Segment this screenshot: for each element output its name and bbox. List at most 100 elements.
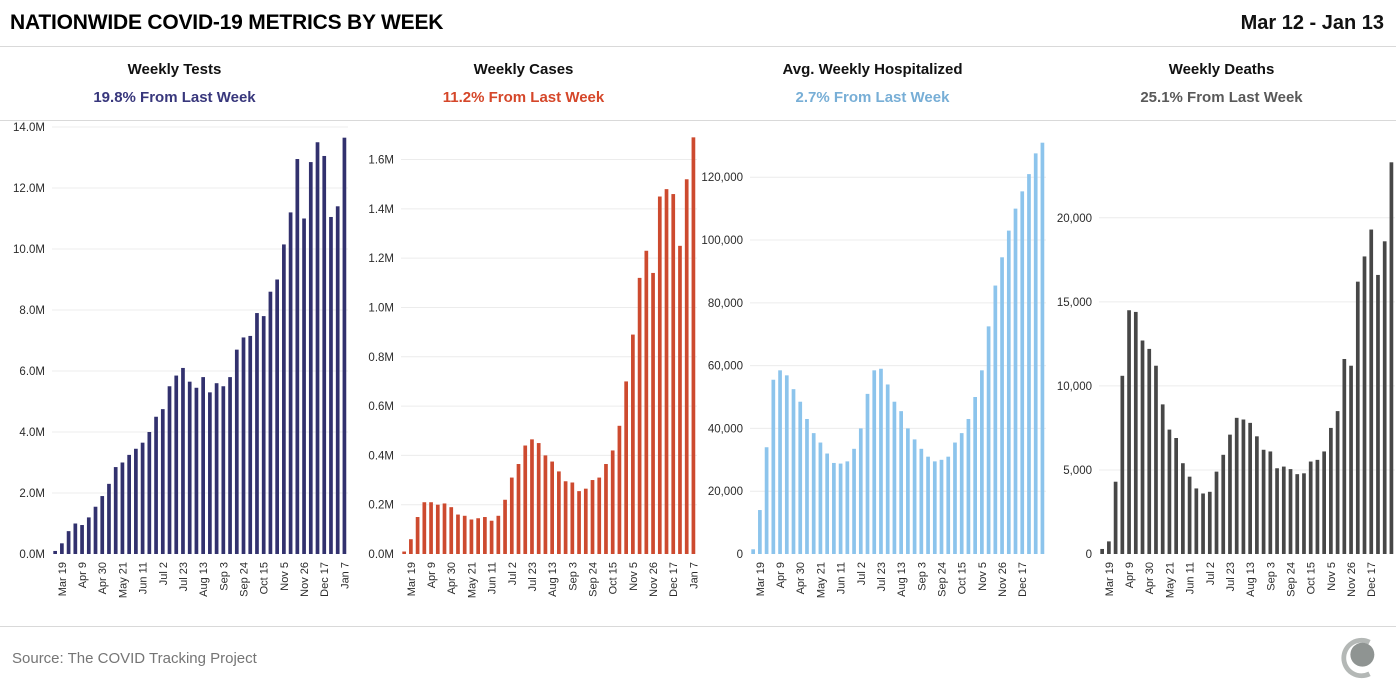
- y-axis-tick-label: 0.6M: [368, 401, 394, 413]
- bar-mar-12: [751, 549, 755, 554]
- bar-jul-16: [1221, 454, 1226, 554]
- bar-dec-3: [308, 162, 313, 554]
- bar-jun-18: [496, 515, 501, 554]
- x-axis-tick-label: Jul 2: [1205, 562, 1217, 585]
- bar-nov-12: [288, 212, 293, 554]
- source-credit: Source: The COVID Tracking Project: [12, 649, 257, 667]
- bar-oct-15: [1308, 461, 1313, 554]
- bar-jul-2: [858, 428, 863, 554]
- bar-aug-13: [550, 461, 554, 554]
- x-axis-tick-label: Apr 30: [795, 562, 807, 594]
- x-axis-tick-label: Nov 26: [1346, 562, 1358, 597]
- x-axis-tick-label: May 21: [117, 562, 129, 598]
- x-axis-tick-label: Aug 13: [198, 562, 210, 597]
- bar-oct-22: [1315, 459, 1320, 554]
- bar-jun-25: [503, 499, 507, 554]
- x-axis-tick-label: Sep 24: [239, 562, 251, 597]
- bar-apr-16: [435, 504, 440, 554]
- bar-oct-22: [268, 291, 273, 554]
- bar-mar-26: [415, 517, 420, 554]
- bar-dec-17: [671, 194, 676, 554]
- chart-header-weekly-cases: Weekly Cases 11.2% From Last Week: [349, 47, 698, 120]
- x-axis-tick-label: Nov 5: [279, 562, 291, 591]
- bar-mar-26: [764, 447, 769, 554]
- bar-aug-6: [1241, 419, 1246, 554]
- bar-jun-18: [1194, 488, 1199, 554]
- covid-tracking-project-logo: [1341, 637, 1375, 679]
- x-axis-tick-label: Nov 26: [997, 562, 1009, 597]
- bar-dec-3: [1006, 230, 1011, 555]
- bar-dec-17: [322, 155, 327, 554]
- x-axis-tick-label: Apr 9: [1124, 562, 1136, 588]
- x-axis-tick-label: Jul 2: [507, 562, 519, 585]
- bar-dec-17: [1369, 229, 1374, 555]
- y-axis-tick-label: 100,000: [701, 235, 743, 247]
- chart-title: Weekly Cases: [473, 61, 574, 78]
- bar-oct-1: [1295, 474, 1300, 554]
- x-axis-tick-label: Jun 11: [138, 562, 150, 594]
- bar-nov-26: [302, 218, 306, 554]
- bar-nov-19: [1342, 358, 1347, 554]
- bar-may-14: [811, 433, 816, 554]
- chart-header-avg-weekly-hospitalized: Avg. Weekly Hospitalized 2.7% From Last W…: [698, 47, 1047, 120]
- bar-apr-16: [784, 375, 789, 554]
- bar-aug-27: [214, 383, 219, 554]
- x-axis-tick-label: Jul 2: [856, 562, 868, 585]
- bar-oct-29: [624, 381, 628, 554]
- bar-sep-24: [590, 480, 595, 554]
- bar-dec-3: [1355, 281, 1360, 554]
- x-axis-tick-label: Sep 3: [567, 562, 579, 591]
- bar-jun-4: [832, 462, 836, 554]
- bar-jul-23: [879, 368, 883, 554]
- bar-oct-22: [966, 418, 971, 554]
- bar-apr-16: [86, 517, 91, 554]
- bar-sep-3: [570, 482, 575, 554]
- bar-sep-10: [1275, 468, 1279, 554]
- x-axis-tick-label: Nov 5: [977, 562, 989, 591]
- bar-sep-10: [228, 377, 232, 554]
- bar-may-7: [805, 418, 809, 554]
- bar-may-14: [113, 467, 118, 554]
- bar-sep-3: [919, 448, 924, 554]
- bar-mar-12: [53, 550, 57, 554]
- bar-jun-4: [1181, 463, 1185, 554]
- footer-bar: Source: The COVID Tracking Project: [0, 626, 1396, 689]
- y-axis-tick-label: 20,000: [1057, 213, 1092, 225]
- bar-sep-17: [932, 461, 937, 554]
- bar-apr-2: [422, 502, 427, 554]
- bar-jan-7: [1389, 162, 1394, 555]
- chart-title: Weekly Tests: [127, 61, 222, 78]
- chart-header-weekly-tests: Weekly Tests 19.8% From Last Week: [0, 47, 349, 120]
- y-axis-tick-label: 0: [1086, 549, 1092, 561]
- bar-apr-2: [73, 523, 78, 554]
- bar-oct-29: [1322, 451, 1326, 554]
- chart-cell-weekly-cases: 0.0M 0.2M 0.4M 0.6M 0.8M 1.0M 1.2M 1.4M 1.6M Mar …: [349, 121, 698, 626]
- bar-jul-30: [187, 381, 192, 554]
- chart-title: Avg. Weekly Hospitalized: [782, 61, 963, 78]
- x-axis-tick-label: Sep 3: [218, 562, 230, 591]
- bar-oct-15: [261, 316, 266, 554]
- x-axis-tick-label: Mar 19: [406, 562, 418, 596]
- bar-nov-5: [282, 244, 286, 554]
- chart-cell-weekly-tests: 0.0M 2.0M 4.0M 6.0M 8.0M 10.0M 12.0M 14.0M Mar 1…: [0, 121, 349, 626]
- y-axis-tick-label: 0.2M: [368, 500, 394, 512]
- bar-oct-1: [946, 456, 951, 554]
- bar-aug-13: [1248, 422, 1252, 554]
- bar-oct-15: [959, 433, 964, 554]
- bar-nov-19: [993, 285, 998, 554]
- x-axis-tick-label: Nov 26: [648, 562, 660, 597]
- bar-may-28: [825, 453, 829, 554]
- bar-aug-20: [906, 428, 910, 554]
- bar-oct-1: [248, 335, 253, 554]
- bar-sep-3: [1268, 451, 1273, 554]
- y-axis-tick-label: 10.0M: [13, 244, 45, 256]
- chart-cell-avg-weekly-hospitalized: 0 20,000 40,000 60,000 80,000 100,000 120,000 M…: [698, 121, 1047, 626]
- bar-mar-12: [1100, 548, 1104, 554]
- bar-apr-23: [791, 389, 796, 554]
- x-axis-tick-label: Apr 30: [446, 562, 458, 594]
- bar-dec-31: [684, 179, 689, 554]
- y-axis-tick-label: 0.4M: [368, 450, 394, 462]
- bar-sep-10: [926, 456, 930, 554]
- x-axis-tick-label: Dec 17: [319, 562, 331, 597]
- x-axis-tick-label: Mar 19: [755, 562, 767, 596]
